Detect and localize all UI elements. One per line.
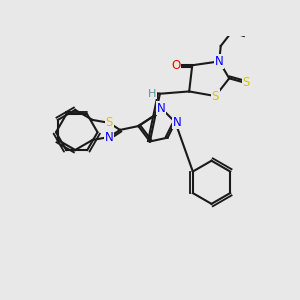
Text: N: N [105,130,114,143]
Text: N: N [172,116,181,129]
Text: S: S [212,90,219,103]
Text: S: S [106,116,113,129]
Text: H: H [148,89,156,99]
Text: O: O [172,59,181,72]
Text: N: N [157,102,166,115]
Text: S: S [242,76,250,89]
Text: N: N [215,55,224,68]
